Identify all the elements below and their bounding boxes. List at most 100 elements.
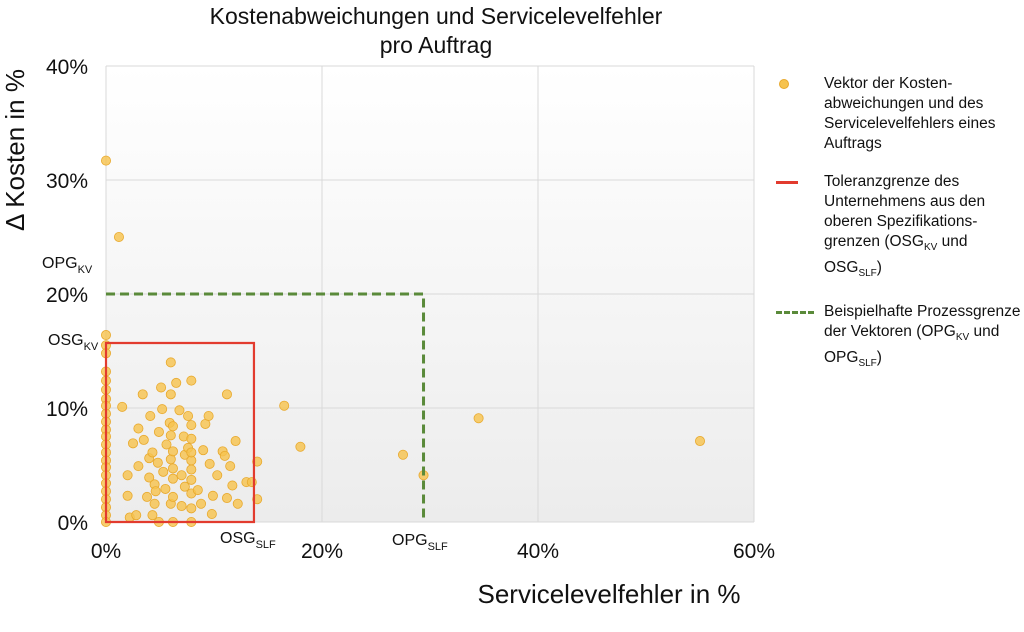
y-tick-label: 30% <box>46 170 88 193</box>
data-point <box>295 441 306 452</box>
data-point <box>165 357 176 368</box>
data-point <box>160 483 171 494</box>
x-tick-label: 60% <box>733 540 775 563</box>
data-point <box>167 463 178 474</box>
data-point <box>167 421 178 432</box>
data-point <box>221 389 232 400</box>
data-point <box>131 510 142 521</box>
y-tick-label: 20% <box>46 284 88 307</box>
data-point <box>176 470 187 481</box>
data-point <box>221 493 232 504</box>
x-tick-label: 20% <box>301 540 343 563</box>
legend-label-tolerance: Toleranzgrenze des Unternehmens aus den … <box>824 173 986 280</box>
x-axis-label: Servicelevelfehler in % <box>477 579 740 609</box>
data-point <box>153 426 164 437</box>
data-point <box>138 434 149 445</box>
opg-slf-label: OPGSLF <box>392 532 448 553</box>
data-point <box>101 330 112 341</box>
data-point <box>192 485 203 496</box>
data-point <box>186 503 197 514</box>
data-point <box>179 481 190 492</box>
legend-dashed-line-icon <box>776 302 814 322</box>
tolerance-limit-box <box>104 341 256 524</box>
data-points <box>101 155 706 528</box>
data-point <box>212 470 223 481</box>
data-point <box>145 410 156 421</box>
legend-item-points: Vektor der Kosten-abweichungen und des S… <box>776 74 1022 154</box>
x-tick-labels: 0% 20% 40% 60% <box>91 540 775 563</box>
data-point <box>149 498 160 509</box>
data-point <box>117 401 128 412</box>
data-point <box>144 472 155 483</box>
limit-annotations: OPGKV OSGKV OSGSLF OPGSLF <box>42 255 448 553</box>
data-point <box>186 433 197 444</box>
data-point <box>171 377 182 388</box>
legend-label-points: Vektor der Kosten-abweichungen und des S… <box>824 75 996 152</box>
data-point <box>196 498 207 509</box>
data-point <box>156 382 167 393</box>
data-point <box>147 510 158 521</box>
legend: Vektor der Kosten-abweichungen und des S… <box>776 74 1022 392</box>
data-point <box>127 438 138 449</box>
legend-label-process: Beispielhafte Prozessgrenze der Vektoren… <box>824 303 1021 370</box>
y-tick-label: 0% <box>58 512 88 535</box>
legend-dot-icon <box>776 74 814 94</box>
chart-title-line2: pro Auftrag <box>380 32 493 58</box>
data-point <box>204 458 215 469</box>
data-point <box>183 410 194 421</box>
data-point <box>473 413 484 424</box>
data-point <box>695 436 706 447</box>
data-point <box>186 474 197 485</box>
legend-solid-line-icon <box>776 172 814 192</box>
data-point <box>137 389 148 400</box>
data-point <box>152 457 163 468</box>
legend-item-tolerance: Toleranzgrenze des Unternehmens aus den … <box>776 172 1022 284</box>
data-point <box>230 436 241 447</box>
x-tick-label: 40% <box>517 540 559 563</box>
data-point <box>186 447 197 458</box>
legend-item-process: Beispielhafte Prozessgrenze der Vektoren… <box>776 302 1022 374</box>
data-point <box>161 439 172 450</box>
y-axis-label: Δ Kosten in % <box>0 69 30 231</box>
data-point <box>207 490 218 501</box>
data-point <box>174 405 185 416</box>
data-point <box>186 375 197 386</box>
data-point <box>133 423 144 434</box>
data-point <box>186 420 197 431</box>
data-point <box>176 501 187 512</box>
data-point <box>147 447 158 458</box>
data-point <box>219 450 230 461</box>
data-point <box>167 491 178 502</box>
y-tick-label: 40% <box>46 56 88 79</box>
data-point <box>167 473 178 484</box>
chart-title-line1: Kostenabweichungen und Servicelevelfehle… <box>210 3 663 29</box>
data-point <box>158 466 169 477</box>
data-point <box>157 404 168 415</box>
data-point <box>122 470 133 481</box>
data-point <box>122 490 133 501</box>
data-point <box>133 461 144 472</box>
y-tick-labels: 0% 10% 20% 30% 40% <box>46 56 88 535</box>
opg-kv-label: OPGKV <box>42 255 93 276</box>
limit-boxes <box>104 292 426 524</box>
data-point <box>165 430 176 441</box>
data-point <box>227 480 238 491</box>
data-point <box>397 449 408 460</box>
data-point <box>186 464 197 475</box>
x-tick-label: 0% <box>91 540 121 563</box>
data-point <box>279 400 290 411</box>
data-point <box>206 509 217 520</box>
data-point <box>101 155 112 166</box>
osg-slf-label: OSGSLF <box>220 530 276 551</box>
data-point <box>165 389 176 400</box>
process-limit-box <box>106 292 426 522</box>
data-point <box>150 486 161 497</box>
osg-kv-label: OSGKV <box>48 332 99 353</box>
data-point <box>203 410 214 421</box>
data-point <box>113 231 124 242</box>
data-point <box>232 498 243 509</box>
data-point <box>198 445 209 456</box>
y-tick-label: 10% <box>46 398 88 421</box>
data-point <box>167 446 178 457</box>
